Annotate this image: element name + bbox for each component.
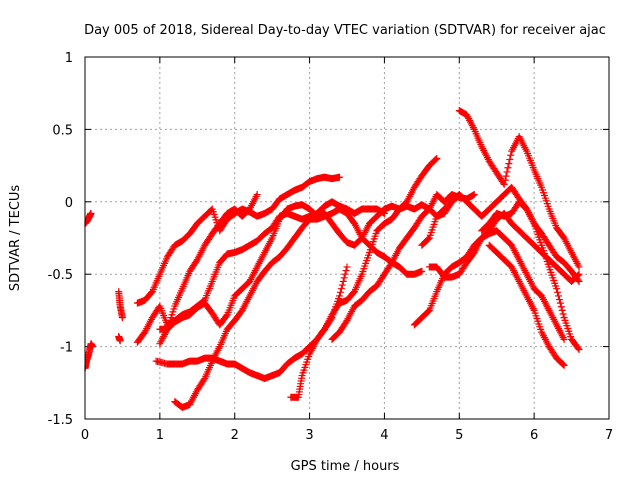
data-point xyxy=(554,288,562,296)
y-tick-label: 0.5 xyxy=(52,123,73,138)
data-point xyxy=(558,306,566,314)
data-point xyxy=(502,172,510,180)
data-point xyxy=(560,335,568,343)
series-sat-j xyxy=(455,107,583,271)
data-point xyxy=(507,151,515,159)
data-point xyxy=(338,281,346,289)
series-sat-m xyxy=(478,198,583,285)
series-arc-short-mid2 xyxy=(115,332,124,345)
data-point xyxy=(253,191,261,199)
x-tick-label: 3 xyxy=(305,428,313,443)
data-point xyxy=(575,345,583,353)
y-tick-label: -0.5 xyxy=(48,268,73,283)
series-sat-h xyxy=(328,191,478,343)
data-point xyxy=(336,288,344,296)
data-point xyxy=(553,285,561,293)
series-sat-l xyxy=(418,183,583,353)
data-marks xyxy=(84,107,583,411)
data-point xyxy=(343,263,351,271)
data-point xyxy=(432,155,440,163)
y-axis-title: SDTVAR / TECUs xyxy=(8,185,23,292)
data-point xyxy=(200,376,208,384)
x-tick-label: 5 xyxy=(455,428,463,443)
data-point xyxy=(554,292,562,300)
data-point xyxy=(342,267,350,275)
data-point xyxy=(560,361,568,369)
x-tick-label: 4 xyxy=(380,428,388,443)
y-tick-label: 0 xyxy=(65,196,73,211)
x-tick-label: 0 xyxy=(81,428,89,443)
data-point xyxy=(555,296,563,304)
plot-frame xyxy=(84,56,610,420)
data-point xyxy=(574,344,582,352)
y-tick-label: -1 xyxy=(60,341,73,356)
data-point xyxy=(504,164,512,172)
data-point xyxy=(339,277,347,285)
data-point xyxy=(222,312,230,320)
data-point xyxy=(118,314,126,322)
series-sat-k xyxy=(425,227,568,343)
x-tick-label: 6 xyxy=(530,428,538,443)
data-point xyxy=(505,160,513,168)
y-tick-label: -1.5 xyxy=(48,413,73,428)
data-point xyxy=(506,155,514,163)
x-tick-label: 1 xyxy=(156,428,164,443)
data-point xyxy=(340,274,348,282)
data-point xyxy=(337,285,345,293)
series-sat-g xyxy=(287,263,351,401)
x-tick-label: 2 xyxy=(231,428,239,443)
series-arc-short-left xyxy=(84,340,96,372)
data-point xyxy=(575,277,583,285)
data-point xyxy=(424,235,432,243)
data-point xyxy=(574,276,582,284)
data-point xyxy=(470,191,478,199)
data-point xyxy=(418,267,426,275)
data-point xyxy=(501,176,509,184)
data-point xyxy=(336,173,344,181)
data-point xyxy=(116,337,124,345)
data-point xyxy=(327,315,335,323)
data-point xyxy=(559,361,567,369)
series-sat-n xyxy=(485,241,568,369)
data-point xyxy=(557,303,565,311)
data-point xyxy=(341,270,349,278)
y-tick-label: 1 xyxy=(65,51,73,66)
data-point xyxy=(500,180,508,188)
x-tick-label: 7 xyxy=(605,428,613,443)
data-point xyxy=(336,292,344,300)
data-point xyxy=(559,310,567,318)
series-sat-e xyxy=(152,154,441,382)
series-sat-f xyxy=(171,205,426,411)
data-point xyxy=(88,343,96,351)
data-point xyxy=(433,154,441,162)
chart-title: Day 005 of 2018, Sidereal Day-to-day VTE… xyxy=(84,23,606,38)
data-point xyxy=(87,209,95,217)
x-axis-title: GPS time / hours xyxy=(291,459,400,474)
series-arc-short-mid xyxy=(115,288,126,322)
data-point xyxy=(575,263,583,271)
data-point xyxy=(556,299,564,307)
data-point xyxy=(503,168,511,176)
